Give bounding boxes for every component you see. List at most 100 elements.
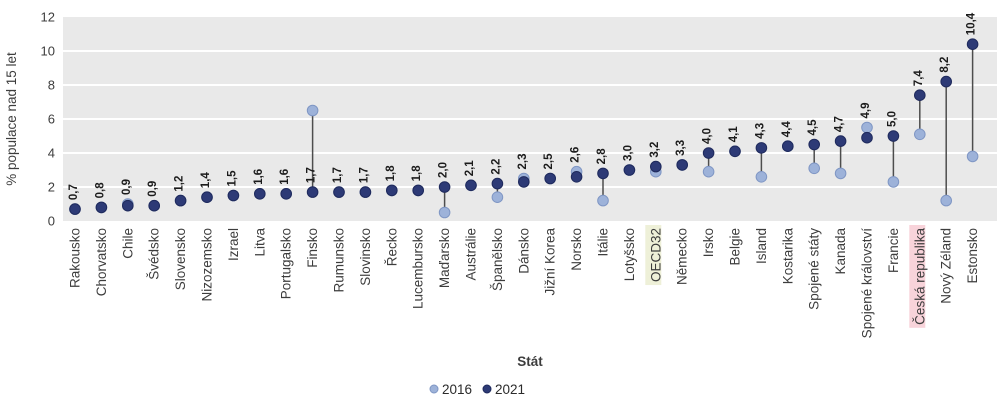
dot-2021-9 [306,186,319,198]
dot-2016-14 [438,206,451,219]
value-label-13: 1,8 [411,165,423,182]
country-label-11: Slovinsko [358,228,373,286]
legend-label-2021: 2021 [495,382,525,397]
value-label-group-34: 10,4 [966,12,978,35]
value-label-group-2: 0,9 [121,179,133,195]
value-label-group-24: 4,0 [702,128,714,144]
country-label-29: Kanada [833,228,848,275]
country-label-33: Nový Zéland [939,228,954,304]
y-tick-label-6: 6 [48,112,55,127]
country-label-12: Řecko [384,228,399,266]
country-label-31: Francie [886,228,901,273]
value-label-19: 2,6 [570,147,582,163]
country-label-group-7: Litva [252,228,267,257]
country-label-group-5: Nizozemsko [200,228,215,302]
country-label-group-22: OECD32 [645,225,663,286]
country-label-group-20: Itálie [596,228,611,257]
country-label-group-10: Rumunsko [332,228,347,293]
country-label-group-1: Chorvatsko [94,228,109,296]
value-label-group-16: 2,2 [490,159,502,175]
country-label-3: Švédsko [147,228,162,280]
value-label-18: 2,5 [543,153,555,170]
dot-2016-20 [597,194,609,207]
dot-2021-10 [333,186,345,198]
country-label-group-14: Maďarsko [437,228,452,288]
value-label-group-4: 1,2 [174,176,186,192]
dot-2021-18 [544,172,557,185]
country-label-group-8: Portugalsko [279,228,294,299]
country-label-group-30: Spojené království [860,228,875,339]
dot-2016-34 [966,150,979,163]
y-tick-label-0: 0 [48,214,55,229]
country-label-group-11: Slovinsko [358,228,373,286]
value-label-8: 1,6 [279,169,291,185]
value-label-group-29: 4,7 [834,116,846,132]
dot-2021-34 [966,38,979,51]
value-label-22: 3,2 [649,142,661,158]
country-label-20: Itálie [596,228,611,257]
value-label-33: 8,2 [939,57,951,73]
country-label-28: Spojené státy [807,228,822,310]
country-label-group-25: Belgie [728,228,743,266]
country-label-2: Chile [120,228,135,259]
country-label-19: Norsko [569,228,584,271]
dot-2021-8 [280,188,293,200]
dot-2021-19 [570,171,583,183]
value-label-group-22: 3,2 [649,142,661,158]
value-label-group-8: 1,6 [279,169,291,185]
dot-2021-23 [676,159,689,171]
country-label-10: Rumunsko [332,228,347,293]
country-label-group-2: Chile [120,228,135,259]
y-tick-label-2: 2 [48,180,55,195]
dot-2016-16 [491,191,504,203]
dot-2021-28 [808,138,821,151]
country-label-group-0: Rakousko [68,228,83,288]
dot-2016-33 [940,194,953,207]
dot-2021-33 [940,75,953,88]
value-label-1: 0,8 [94,182,106,199]
dot-2016-31 [887,176,900,188]
y-tick-label-10: 10 [41,44,55,59]
y-tick-label-4: 4 [48,146,55,161]
value-label-group-25: 4,1 [728,126,740,143]
dot-2021-31 [887,130,900,142]
dot-2021-15 [465,179,477,192]
value-label-32: 7,4 [913,70,925,87]
value-label-31: 5,0 [886,111,898,127]
value-label-group-15: 2,1 [464,160,476,177]
dot-2016-29 [834,167,847,180]
value-label-17: 2,3 [517,154,529,170]
dot-2021-5 [201,191,213,203]
value-label-6: 1,5 [226,170,238,187]
dot-2021-29 [834,135,847,147]
country-label-1: Chorvatsko [94,228,109,296]
value-label-group-13: 1,8 [411,165,423,182]
value-label-group-32: 7,4 [913,70,925,87]
value-label-group-19: 2,6 [570,147,582,163]
country-label-22: OECD32 [648,228,663,282]
country-label-group-21: Lotyšsko [622,228,637,281]
value-label-28: 4,5 [807,119,819,136]
dot-2021-7 [253,188,266,200]
country-label-group-4: Slovensko [173,228,188,290]
country-label-group-29: Kanada [833,228,848,275]
legend-label-2016: 2016 [442,382,472,397]
country-label-6: Izrael [226,228,241,261]
value-label-30: 4,9 [860,103,872,119]
country-label-30: Spojené království [860,228,875,339]
value-label-group-33: 8,2 [939,57,951,73]
country-highlight-22 [645,225,662,286]
country-label-group-19: Norsko [569,228,584,271]
dot-2016-32 [914,128,926,141]
country-label-group-23: Německo [675,228,690,285]
country-label-26: Island [754,228,769,264]
country-label-34: Estonsko [965,228,980,284]
value-label-group-27: 4,4 [781,121,793,138]
country-label-9: Finsko [305,228,320,268]
x-axis-title: Stát [517,354,543,369]
dot-2021-2 [122,199,134,212]
value-label-group-12: 1,8 [385,165,397,182]
dot-2021-1 [95,201,108,214]
dot-2021-12 [386,184,398,197]
